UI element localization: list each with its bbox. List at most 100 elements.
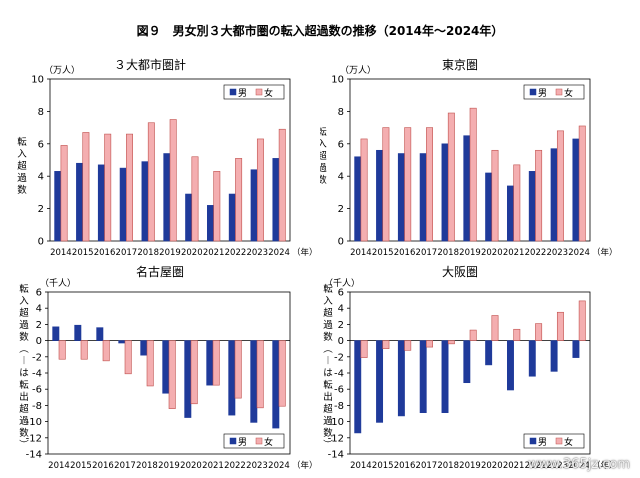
x-tick-label: 2018 <box>136 461 158 471</box>
x-tick-label: 2021 <box>503 248 525 258</box>
x-tick-label: 2016 <box>92 461 114 471</box>
y-tick-label: -10 <box>26 417 42 428</box>
x-tick-label: 2021 <box>203 248 225 258</box>
y-tick-label: 0 <box>36 336 42 347</box>
x-tick-label: 2020 <box>181 248 203 258</box>
x-tick-label: 2020 <box>481 461 503 471</box>
y-tick-label: -8 <box>334 401 344 412</box>
x-unit-label: （年） <box>592 247 618 258</box>
x-tick-label: 2024 <box>568 461 590 471</box>
bar-male <box>96 327 104 341</box>
bar-male <box>419 340 427 413</box>
x-unit-label: （年） <box>292 460 318 471</box>
y-tick-label: -10 <box>328 417 344 428</box>
bar-female <box>147 122 155 242</box>
bar-female <box>469 329 477 341</box>
legend-box <box>523 84 585 100</box>
legend-swatch-female <box>255 88 263 96</box>
x-tick-label: 2014 <box>350 248 372 258</box>
legend-label-female: 女 <box>264 436 273 448</box>
legend-label-male: 男 <box>238 437 247 448</box>
y-tick-label: -2 <box>32 352 42 363</box>
bar-female <box>234 340 242 399</box>
y-axis-label: 転入超過数 <box>320 127 327 186</box>
bar-female <box>447 340 455 345</box>
bar-male <box>528 171 536 242</box>
bar-male <box>54 171 62 242</box>
y-unit-label: （千人） <box>40 278 76 289</box>
y-tick-label: 2 <box>36 320 42 331</box>
legend-swatch-female <box>555 437 563 445</box>
bar-female <box>426 127 433 242</box>
bar-female <box>58 340 66 360</box>
chart-title: ３大都市圏計 <box>114 57 186 72</box>
bar-male <box>376 340 384 423</box>
legend-swatch-male <box>529 437 537 445</box>
y-unit-label: （万人） <box>44 65 80 76</box>
x-tick-label: 2017 <box>416 248 438 258</box>
y-tick-label: -6 <box>334 385 344 396</box>
bar-male <box>118 340 126 344</box>
chart-title: 大阪圏 <box>442 265 478 279</box>
x-tick-label: 2019 <box>159 248 181 258</box>
bar-male <box>206 340 214 386</box>
y-axis-label: 転入超過数︵ ︱は転出超過数︶ <box>323 284 333 451</box>
x-tick-label: 2022 <box>224 461 246 471</box>
figure-title: 図９ 男女別３大都市圏の転入超過数の推移（2014年～2024年） <box>136 24 504 38</box>
y-tick-label: 8 <box>338 107 344 118</box>
chart-title: 東京圏 <box>442 58 478 72</box>
bar-male <box>162 340 170 394</box>
bar-female <box>360 138 368 242</box>
x-tick-label: 2016 <box>94 248 116 258</box>
bar-male <box>97 164 105 242</box>
bar-female <box>535 149 543 242</box>
x-tick-label: 2022 <box>525 461 547 471</box>
y-tick-label: 2 <box>38 204 44 215</box>
x-tick-label: 2014 <box>48 461 70 471</box>
x-unit-label: （年） <box>592 460 618 471</box>
bar-male <box>397 340 405 417</box>
x-tick-label: 2023 <box>546 461 568 471</box>
x-tick-label: 2019 <box>158 461 180 471</box>
bar-male <box>141 161 149 242</box>
x-tick-label: 2015 <box>72 248 94 258</box>
y-tick-label: 6 <box>338 288 344 299</box>
x-tick-label: 2017 <box>114 461 136 471</box>
x-tick-label: 2023 <box>246 461 268 471</box>
y-tick-label: -6 <box>32 385 42 396</box>
x-tick-label: 2023 <box>546 248 568 258</box>
bar-male <box>572 138 580 242</box>
chart-panel-tokyo: 東京圏 （万人） 転入超過数 0 2 4 6 8 10 2014 2015 2016 2017 2018 2… <box>320 55 640 260</box>
bar-female <box>168 340 176 409</box>
chart-title: 名古屋圏 <box>136 264 184 279</box>
x-tick-label: 2020 <box>481 248 503 258</box>
bar-male <box>507 340 514 391</box>
legend-swatch-female <box>555 88 563 96</box>
bar-male <box>52 326 60 341</box>
bar-female <box>513 328 521 341</box>
x-tick-label: 2024 <box>268 461 290 471</box>
y-tick-label: 10 <box>331 75 344 86</box>
watermark: www.365jz.com <box>528 457 630 472</box>
y-tick-label: -14 <box>26 450 42 461</box>
x-tick-label: 2015 <box>70 461 92 471</box>
bar-male <box>441 340 449 413</box>
bar-female <box>578 300 586 341</box>
legend-swatch-male <box>229 437 237 445</box>
x-tick-label: 2023 <box>246 248 268 258</box>
y-tick-label: 6 <box>36 288 42 299</box>
bar-male <box>185 193 193 242</box>
x-tick-label: 2019 <box>459 461 481 471</box>
chart-osaka: 大阪圏 （千人）転入超過数︵ ︱は転出超過数︶-14 -12 -10 -8 -6 -4 -2 0 2… <box>323 265 618 471</box>
bar-female <box>104 133 112 242</box>
legend-swatch-female <box>255 437 263 445</box>
bar-female <box>382 340 390 349</box>
y-tick-label: 4 <box>38 172 44 183</box>
y-tick-label: -12 <box>328 433 344 444</box>
bar-female <box>535 323 543 341</box>
bar-male <box>76 162 84 242</box>
y-tick-label: 0 <box>338 237 344 248</box>
x-tick-label: 2014 <box>50 248 72 258</box>
bar-male <box>463 340 471 384</box>
bar-male <box>463 135 471 242</box>
